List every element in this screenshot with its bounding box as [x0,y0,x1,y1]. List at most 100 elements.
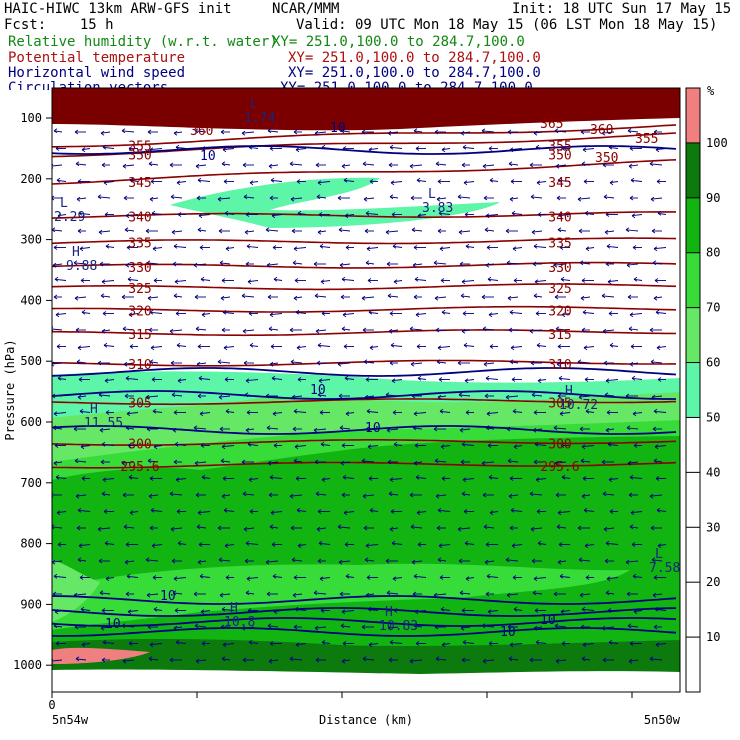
vector-arrow [339,427,351,430]
vector-head-a [437,557,442,561]
vector-head-b [409,165,414,169]
vector-head-b [249,182,254,186]
vector-arrow [561,476,571,479]
vector-head-b [533,132,538,136]
vector-head-a [341,276,346,280]
vector-arrow [581,658,591,661]
vector-head-b [149,198,154,202]
vector-arrow [97,527,111,530]
vector-head-a [172,590,177,594]
vector-head-a [369,345,374,349]
vector-arrow [625,229,639,232]
vector-head-b [488,148,493,151]
vector-arrow [77,509,91,512]
vector-arrow [313,592,327,595]
vector-arrow [559,575,571,578]
vector-head-b [153,608,158,612]
vector-head-a [291,557,296,561]
vector-head-a [201,146,206,149]
vector-head-a [559,573,564,577]
vector-head-b [268,165,273,169]
vector-head-a [242,657,247,661]
vector-head-a [152,408,157,412]
vector-head-b [441,311,446,315]
vector-head-a [537,540,542,544]
vector-head-a [198,542,203,545]
vector-arrow [486,412,499,415]
vector-head-b [557,179,562,183]
vector-head-b [199,247,204,250]
vector-head-a [605,378,610,382]
vector-head-a [532,590,537,594]
vector-arrow [608,146,619,149]
vector-head-b [197,561,202,565]
vector-head-b [148,495,153,499]
vector-arrow [649,494,663,497]
vector-arrow [385,230,399,233]
vector-head-a [128,312,133,316]
vector-head-a [150,507,155,511]
vector-head-a [337,524,342,528]
vector-head-a [362,161,367,165]
vector-arrow [295,148,307,151]
vector-head-a [629,641,634,644]
vector-head-a [655,476,660,479]
vector-head-b [485,377,490,381]
vector-arrow [265,229,279,232]
vector-arrow [437,559,447,562]
vector-head-a [126,245,131,248]
vector-head-b [169,659,174,663]
vector-arrow [153,445,163,448]
vector-arrow [147,296,159,299]
vector-head-b [248,641,253,645]
vector-head-a [531,229,536,233]
vector-head-a [341,326,346,330]
vector-head-b [146,594,151,598]
vector-head-b [223,181,228,184]
vector-head-a [77,394,82,398]
vector-head-a [458,558,463,562]
vector-head-b [269,526,274,530]
vector-head-b [534,610,539,613]
vector-arrow [628,328,639,331]
vector-head-b [128,314,133,318]
vector-arrow [100,295,111,298]
vector-head-a [221,444,226,448]
vector-arrow [440,608,451,611]
vector-arrow [314,295,327,298]
vector-arrow [553,427,567,430]
vector-head-b [441,644,446,648]
vector-head-b [481,625,486,629]
vector-head-a [149,525,154,529]
vector-head-b [484,229,489,233]
vector-head-a [390,342,395,346]
vector-arrow [510,509,523,512]
vector-head-b [368,311,373,315]
vector-arrow [389,196,399,199]
vector-head-b [601,461,606,465]
vector-head-b [433,594,438,598]
vector-head-b [533,295,538,299]
vector-arrow [316,527,327,530]
vector-head-b [246,412,251,415]
vector-head-a [481,128,486,132]
vector-head-b [604,560,609,564]
vector-head-a [265,227,270,231]
theta-contour-320 [52,305,677,313]
vector-arrow [75,494,87,497]
vector-head-b [485,544,490,547]
vector-head-a [555,658,560,662]
vector-arrow [507,296,519,299]
vector-head-a [583,507,588,511]
vector-head-a [340,460,345,464]
vector-head-b [78,545,83,549]
vector-head-a [79,408,84,412]
vector-head-a [194,460,199,464]
vector-head-b [510,347,515,351]
vector-head-b [337,197,342,201]
vector-head-b [435,163,440,167]
theta-label-355-1: 355 [548,139,571,154]
vector-head-b [362,163,367,167]
vector-head-b [411,229,416,233]
